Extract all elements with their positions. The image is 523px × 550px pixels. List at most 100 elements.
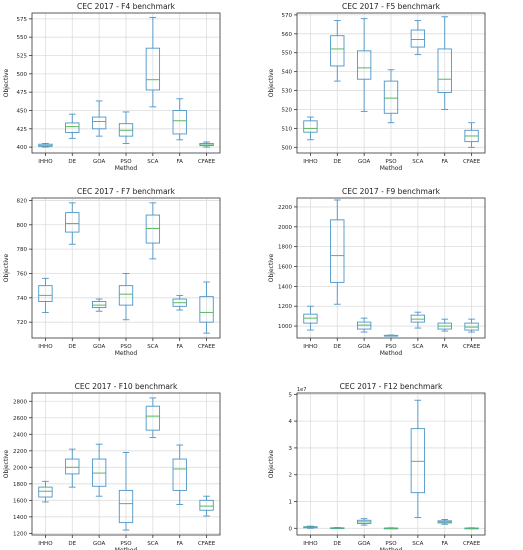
y-tick-label: 5: [289, 392, 293, 398]
y-tick-label: 500: [17, 72, 28, 78]
x-axis-label: Method: [115, 547, 138, 550]
chart-panel: CEC 2017 - F7 benchmark 720 740 760 780 800 82…: [3, 187, 221, 357]
box-plot-goa: [91, 443, 107, 497]
x-tick-label: DE: [333, 541, 341, 547]
y-tick-label: 520: [282, 107, 293, 113]
chart-panel: CEC 2017 - F5 benchmark 500 510 520 530 540 55…: [268, 2, 486, 172]
y-tick-label: 2600: [13, 416, 27, 422]
chart-title: CEC 2017 - F5 benchmark: [342, 2, 441, 11]
x-tick-label: CFAEE: [198, 541, 216, 547]
box-plot-de: [330, 199, 345, 305]
x-tick-label: FA: [177, 159, 184, 165]
box: [303, 120, 318, 133]
box-plot-goa: [91, 100, 107, 137]
x-tick-label: SCA: [412, 541, 423, 547]
y-tick-label: 4: [289, 419, 293, 425]
x-tick-label: PSO: [385, 344, 397, 350]
y-tick-label: 780: [17, 247, 28, 253]
chart-title: CEC 2017 - F12 benchmark: [340, 382, 443, 391]
box: [172, 458, 187, 491]
x-tick-label: GOA: [93, 159, 105, 165]
y-tick-label: 550: [17, 35, 28, 41]
box: [38, 285, 53, 302]
x-axis-label: Method: [115, 165, 138, 172]
y-axis-label: Objective: [268, 68, 275, 97]
x-tick-label: PSO: [385, 159, 397, 165]
box-plot-goa: [91, 298, 107, 312]
box-plot-fa: [437, 16, 452, 110]
x-tick-label: FA: [442, 159, 449, 165]
x-tick-label: PSO: [385, 541, 397, 547]
box: [437, 48, 452, 93]
x-tick-label: SCA: [147, 344, 158, 350]
x-tick-label: CFAEE: [463, 344, 481, 350]
x-tick-label: FA: [442, 541, 449, 547]
y-tick-label: 500: [282, 145, 293, 151]
box-plot-de: [65, 113, 80, 139]
box-plot-cfaee: [199, 495, 214, 517]
y-tick-label: 1800: [13, 482, 27, 488]
box-plot-ihho: [38, 277, 53, 313]
x-tick-label: IHHO: [38, 541, 53, 547]
x-tick-label: IHHO: [303, 344, 318, 350]
box: [199, 296, 214, 323]
box: [91, 116, 107, 130]
x-tick-label: IHHO: [38, 344, 53, 350]
y-tick-label: 2: [289, 473, 293, 479]
y-tick-label: 2200: [13, 449, 27, 455]
y-tick-label: 575: [17, 17, 28, 23]
x-axis-label: Method: [115, 350, 138, 357]
y-tick-label: 1600: [278, 265, 292, 271]
x-tick-label: PSO: [120, 344, 132, 350]
x-tick-label: SCA: [412, 159, 423, 165]
y-axis-label: Objective: [268, 253, 275, 282]
y-tick-label: 1: [289, 500, 293, 506]
chart-title: CEC 2017 - F7 benchmark: [77, 187, 176, 196]
x-tick-label: FA: [177, 344, 184, 350]
box: [410, 29, 426, 48]
box-plot-fa: [172, 98, 187, 141]
x-tick-label: IHHO: [38, 159, 53, 165]
x-tick-label: GOA: [358, 159, 370, 165]
box-plot-pso: [118, 451, 134, 531]
y-axis-label: Objective: [268, 449, 275, 478]
box: [145, 47, 161, 91]
y-tick-label: 2000: [278, 225, 292, 231]
box-plot-fa: [437, 519, 452, 525]
y-tick-label: 1600: [13, 498, 27, 504]
box-plot-pso: [383, 527, 399, 530]
y-tick-label: 530: [282, 89, 293, 95]
box-plot-de: [330, 527, 345, 530]
y-tick-label: 2200: [278, 205, 292, 211]
chart-panel: CEC 2017 - F4 benchmark 400 425 450 475 500 52…: [3, 2, 221, 172]
y-tick-label: 1400: [13, 515, 27, 521]
x-tick-label: CFAEE: [463, 159, 481, 165]
box-plot-de: [65, 448, 80, 488]
x-tick-label: SCA: [147, 541, 158, 547]
y-tick-label: 0: [289, 526, 293, 532]
chart-panel: CEC 2017 - F9 benchmark 1000 1200 1400 1600 1…: [268, 187, 486, 357]
y-tick-label: 800: [17, 223, 28, 229]
box: [118, 285, 134, 306]
box-plot-de: [65, 202, 80, 245]
box-plot-ihho: [303, 116, 318, 141]
chart-title: CEC 2017 - F9 benchmark: [342, 187, 441, 196]
y-tick-label: 1000: [278, 324, 292, 330]
box-plot-cfaee: [199, 281, 214, 334]
y-tick-label: 2800: [13, 399, 27, 405]
y-tick-label: 525: [17, 54, 28, 60]
x-tick-label: FA: [442, 344, 449, 350]
box-plot-pso: [383, 334, 399, 337]
box: [330, 219, 345, 283]
box-plot-goa: [356, 18, 372, 112]
x-axis-label: Method: [380, 165, 403, 172]
x-tick-label: DE: [68, 344, 76, 350]
y-tick-label: 740: [17, 296, 28, 302]
y-tick-label: 1400: [278, 284, 292, 290]
box-plot-cfaee: [464, 318, 479, 333]
axis-scale-label: 1e7: [297, 387, 306, 393]
y-tick-label: 540: [282, 70, 293, 76]
x-tick-label: CFAEE: [198, 344, 216, 350]
y-tick-label: 1200: [13, 531, 27, 537]
chart-title: CEC 2017 - F4 benchmark: [77, 2, 176, 11]
